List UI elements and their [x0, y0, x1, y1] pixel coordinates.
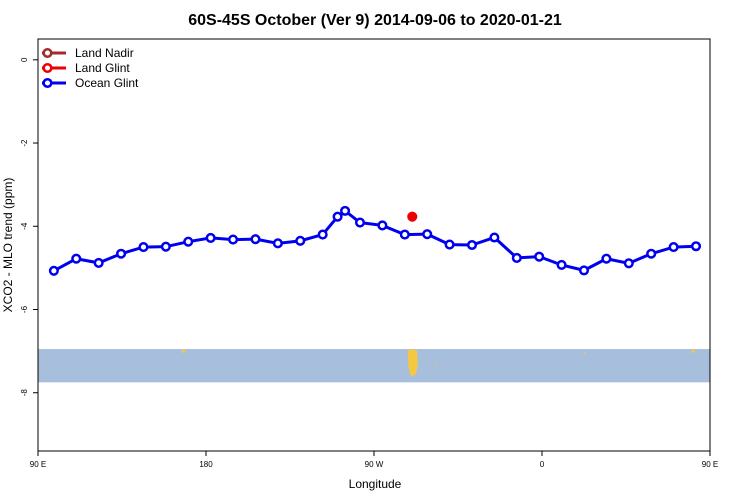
y-tick-label: 0: [20, 57, 29, 62]
x-axis-label: Longitude: [349, 477, 402, 491]
ocean-glint-point: [601, 253, 612, 264]
map-land-southamerica: [407, 350, 418, 377]
ocean-glint-point: [511, 252, 522, 263]
x-tick-label: 0: [540, 460, 545, 469]
ocean-glint-point: [160, 241, 171, 252]
ocean-glint-point: [250, 234, 261, 245]
ocean-glint-point: [578, 265, 590, 276]
ocean-glint-point: [489, 232, 500, 243]
x-tick-label: 180: [199, 460, 213, 469]
ocean-glint-point: [138, 242, 149, 253]
ocean-glint-point: [332, 211, 343, 222]
series-layer: [48, 205, 702, 276]
ocean-glint-point: [48, 265, 59, 276]
ocean-glint-point: [646, 248, 657, 259]
map-band: [38, 348, 710, 383]
ocean-glint-point: [272, 238, 283, 249]
y-tick-label: -2: [20, 139, 29, 147]
y-tick-label: -8: [20, 389, 29, 397]
ocean-glint-point: [228, 234, 239, 245]
ocean-glint-line: [53, 208, 697, 273]
ocean-glint-point: [399, 229, 410, 240]
x-tick-label: 90 E: [30, 460, 46, 469]
ocean-glint-legend-marker: [42, 77, 53, 89]
map-land-speck: [584, 352, 586, 355]
y-axis-label: XCO2 - MLO trend (ppm): [1, 178, 15, 313]
ocean-glint-point: [556, 259, 567, 271]
x-axis: 90 E 180 90 W 0 90 E: [30, 451, 718, 469]
ocean-glint-point: [377, 220, 388, 231]
ocean-glint-point: [690, 241, 702, 252]
y-tick-label: -6: [20, 305, 29, 313]
land-nadir-legend-marker: [42, 47, 53, 59]
land-glint-point: [407, 211, 418, 222]
ocean-glint-point: [116, 248, 127, 259]
ocean-glint-point: [317, 229, 328, 240]
ocean-glint-point: [340, 205, 351, 216]
map-land-speck: [181, 349, 186, 353]
ocean-glint-point: [354, 217, 366, 228]
ocean-glint-point: [534, 251, 545, 262]
y-tick-label: -4: [20, 222, 29, 230]
x-tick-label: 90 W: [365, 460, 384, 469]
plot-frame: [37, 38, 711, 452]
ocean-glint-point: [444, 239, 455, 250]
chart-title: 60S-45S October (Ver 9) 2014-09-06 to 20…: [188, 12, 562, 29]
land-glint-legend-label: Land Glint: [75, 61, 130, 75]
ocean-glint-point: [623, 258, 634, 269]
land-glint-legend-marker: [42, 62, 53, 74]
land-nadir-legend-label: Land Nadir: [75, 46, 134, 60]
ocean-glint-point: [93, 257, 104, 268]
ocean-glint-point: [466, 239, 478, 251]
map-land-speck: [434, 364, 437, 367]
ocean-glint-point: [668, 242, 679, 253]
ocean-glint-point: [71, 253, 82, 264]
y-axis: 0 -2 -4 -6 -8: [20, 57, 38, 396]
x-tick-label: 90 E: [702, 460, 718, 469]
ocean-glint-point: [183, 236, 194, 247]
map-ocean: [38, 349, 710, 383]
ocean-glint-point: [422, 229, 433, 240]
ocean-glint-point: [205, 232, 216, 243]
map-land-speck: [691, 349, 695, 353]
ocean-glint-legend-label: Ocean Glint: [75, 76, 139, 90]
ocean-glint-point: [295, 235, 306, 246]
